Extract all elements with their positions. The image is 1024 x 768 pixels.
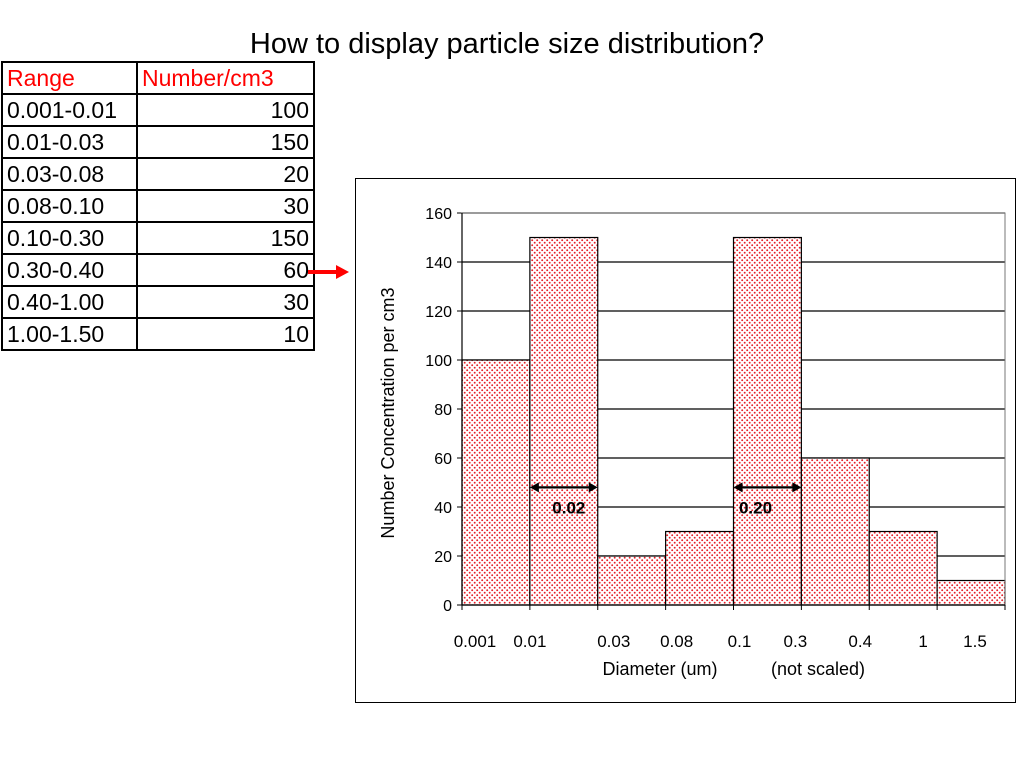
- x-tick-label: 0.01: [513, 632, 546, 651]
- table-row: 0.01-0.03 150: [1, 125, 315, 159]
- histogram-bar: [868, 530, 938, 606]
- histogram-bar: [461, 359, 531, 606]
- histogram-bar: [665, 530, 735, 606]
- number-cell: 100: [136, 93, 315, 127]
- x-tick-label: 1: [918, 632, 927, 651]
- table-row: 0.40-1.00 30: [1, 285, 315, 319]
- y-axis-title: Number Concentration per cm3: [378, 287, 398, 538]
- range-header: Range: [1, 61, 138, 95]
- x-axis-note: (not scaled): [771, 659, 865, 679]
- table-row: 0.001-0.01 100: [1, 93, 315, 127]
- y-tick-label: 160: [425, 206, 452, 223]
- slide-title: How to display particle size distributio…: [249, 28, 765, 60]
- width-annotation-label: 0.02: [552, 498, 585, 517]
- table-row: 0.30-0.40 60: [1, 253, 315, 287]
- number-cell: 20: [136, 157, 315, 191]
- x-tick-label: 0.08: [660, 632, 693, 651]
- number-cell: 150: [136, 125, 315, 159]
- table-header-row: Range Number/cm3: [1, 61, 315, 95]
- x-axis-title: Diameter (um): [602, 659, 717, 679]
- histogram-chart: 0.02 0.20 0 20 40 60 80 100 120 140 160 0.001 0.01 0…: [378, 206, 1006, 679]
- y-tick-label: 120: [425, 304, 452, 321]
- number-cell: 30: [136, 189, 315, 223]
- table-row: 1.00-1.50 10: [1, 317, 315, 351]
- histogram-bar: [732, 236, 802, 606]
- histogram-bar: [936, 579, 1006, 606]
- range-table: Range Number/cm3 0.001-0.01 100 0.01-0.03…: [1, 61, 315, 351]
- x-tick-label: 0.03: [597, 632, 630, 651]
- x-tick-label: 1.5: [963, 632, 987, 651]
- pointer-arrow-icon: [308, 265, 349, 279]
- x-tick-label: 0.1: [728, 632, 752, 651]
- y-tick-label: 80: [434, 402, 452, 419]
- range-cell: 0.03-0.08: [1, 157, 138, 191]
- width-arrow-left-head: [529, 482, 539, 493]
- y-tick-label: 0: [443, 598, 452, 615]
- number-cell: 60: [136, 253, 315, 287]
- y-tick-label: 60: [434, 451, 452, 468]
- histogram-bar: [529, 236, 599, 606]
- width-arrow-right-head: [588, 482, 598, 493]
- x-tick-label: 0.4: [848, 632, 872, 651]
- histogram-bar: [597, 555, 667, 606]
- number-header: Number/cm3: [136, 61, 315, 95]
- width-annotation-label: 0.20: [739, 498, 772, 517]
- number-cell: 10: [136, 317, 315, 351]
- width-arrow-right-head: [792, 482, 802, 493]
- chart-frame: 0.02 0.20 0 20 40 60 80 100 120 140 160 0.001 0.01 0…: [355, 178, 1016, 703]
- pointer-arrow-head: [336, 265, 349, 279]
- range-cell: 0.30-0.40: [1, 253, 138, 287]
- x-tick-label: 0.3: [784, 632, 808, 651]
- number-cell: 150: [136, 221, 315, 255]
- range-cell: 0.08-0.10: [1, 189, 138, 223]
- range-cell: 0.10-0.30: [1, 221, 138, 255]
- y-tick-label: 40: [434, 500, 452, 517]
- y-tick-label: 140: [425, 255, 452, 272]
- number-cell: 30: [136, 285, 315, 319]
- histogram-bar: [800, 457, 870, 606]
- table-row: 0.03-0.08 20: [1, 157, 315, 191]
- x-tick-label: 0.001: [454, 632, 497, 651]
- range-cell: 1.00-1.50: [1, 317, 138, 351]
- width-arrow-left-head: [733, 482, 743, 493]
- y-tick-label: 20: [434, 549, 452, 566]
- range-cell: 0.40-1.00: [1, 285, 138, 319]
- range-cell: 0.001-0.01: [1, 93, 138, 127]
- y-tick-label: 100: [425, 353, 452, 370]
- table-row: 0.10-0.30 150: [1, 221, 315, 255]
- range-cell: 0.01-0.03: [1, 125, 138, 159]
- table-row: 0.08-0.10 30: [1, 189, 315, 223]
